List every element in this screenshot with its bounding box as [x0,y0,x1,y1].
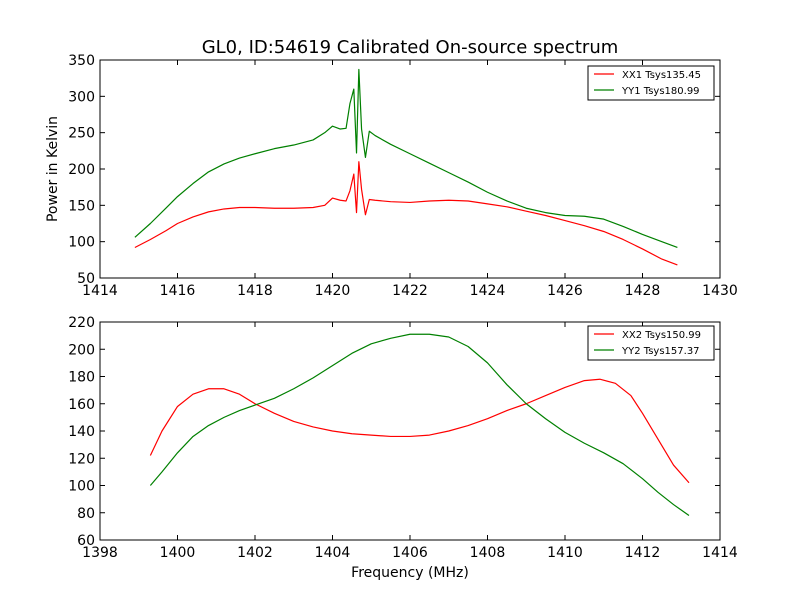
top-x-tick-label: 1424 [470,283,506,299]
bottom-y-tick-label: 220 [68,315,95,331]
bottom-x-tick-label: 1408 [470,545,506,561]
top-x-tick-label: 1428 [625,283,661,299]
top-series-line-1 [134,68,678,249]
top-x-tick-label: 1416 [160,283,196,299]
top-chart-title: GL0, ID:54619 Calibrated On-source spect… [202,37,619,58]
bottom-x-axis-label: Frequency (MHz) [351,565,469,581]
bottom-x-tick-label: 1402 [237,545,273,561]
top-y-axis-label: Power in Kelvin [45,116,61,222]
bottom-series-line-0 [149,378,690,484]
bottom-x-tick-label: 1398 [82,545,118,561]
bottom-x-tick-label: 1414 [702,545,738,561]
top-x-tick-label: 1430 [702,283,738,299]
top-series-layer [134,68,678,266]
top-x-tick-label: 1420 [315,283,351,299]
bottom-legend: XX2 Tsys150.99 YY2 Tsys157.37 [587,325,715,361]
top-y-tick-label: 150 [68,198,95,214]
top-series-line-0 [134,161,678,266]
bottom-y-tick-label: 180 [68,370,95,386]
top-x-tick-label: 1426 [547,283,583,299]
top-legend-label-xx1: XX1 Tsys135.45 [622,70,701,81]
top-y-tick-label: 250 [68,126,95,142]
top-y-tick-label: 100 [68,235,95,251]
bottom-y-tick-label: 140 [68,424,95,440]
top-tick-layer: 1414 1416 1418 1420 1422 1424 1426 1428 1430 50 10… [68,53,738,299]
top-x-tick-label: 1418 [237,283,273,299]
bottom-x-tick-label: 1412 [625,545,661,561]
top-x-tick-label: 1422 [392,283,428,299]
top-y-tick-label: 50 [77,271,95,287]
bottom-y-tick-label: 160 [68,397,95,413]
bottom-legend-box [587,325,715,361]
bottom-legend-label-yy2: YY2 Tsys157.37 [621,346,700,357]
top-legend-box [587,65,715,101]
bottom-y-tick-label: 80 [77,506,95,522]
top-legend-label-yy1: YY1 Tsys180.99 [621,86,700,97]
top-y-tick-label: 200 [68,162,95,178]
bottom-y-tick-label: 200 [68,342,95,358]
bottom-x-tick-label: 1410 [547,545,583,561]
top-plot-frame [99,59,721,279]
bottom-plot-frame [99,321,721,541]
top-y-tick-label: 300 [68,89,95,105]
top-legend: XX1 Tsys135.45 YY1 Tsys180.99 [587,65,715,101]
bottom-panel: Frequency (MHz) 1398 1400 1402 1404 1406 1408… [68,315,738,581]
bottom-x-tick-label: 1406 [392,545,428,561]
bottom-x-tick-label: 1404 [315,545,351,561]
top-panel: GL0, ID:54619 Calibrated On-source spect… [45,37,738,299]
top-x-tick-label: 1414 [82,283,118,299]
bottom-y-tick-label: 60 [77,533,95,549]
bottom-tick-layer: 1398 1400 1402 1404 1406 1408 1410 1412 1414 60 80… [68,315,738,561]
bottom-series-layer [149,333,690,516]
top-y-tick-label: 350 [68,53,95,69]
bottom-legend-label-xx2: XX2 Tsys150.99 [622,330,701,341]
bottom-y-tick-label: 120 [68,451,95,467]
bottom-series-line-1 [149,333,690,516]
bottom-x-tick-label: 1400 [160,545,196,561]
bottom-y-tick-label: 100 [68,479,95,495]
